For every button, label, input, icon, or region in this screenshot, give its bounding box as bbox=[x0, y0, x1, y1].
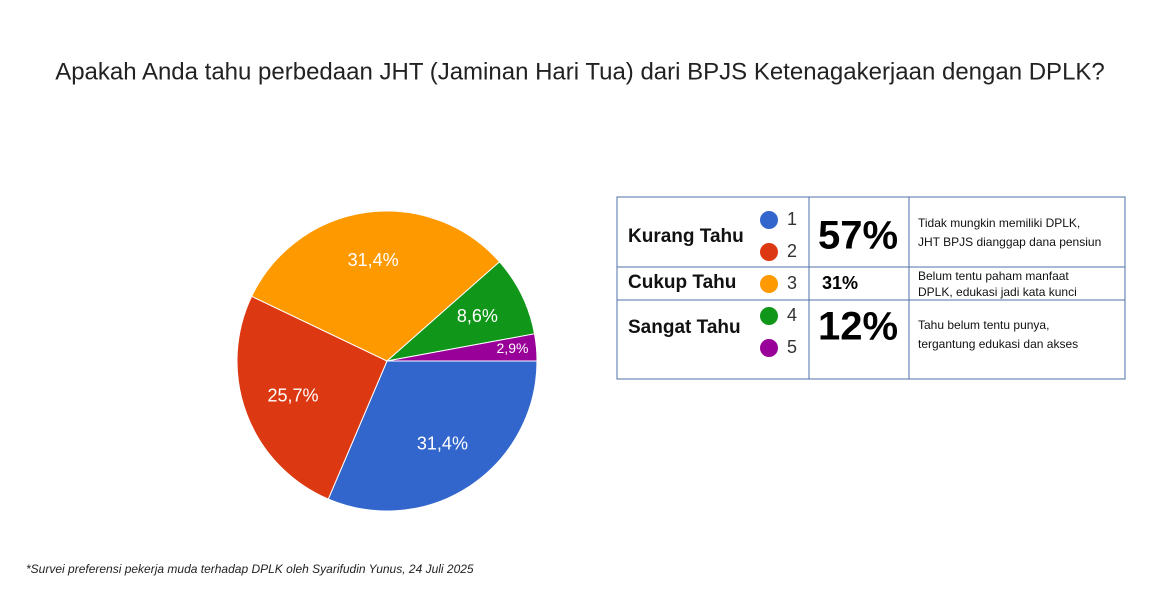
legend-label: 2 bbox=[787, 241, 797, 261]
pie-slice bbox=[327, 360, 538, 512]
row-note: DPLK, edukasi jadi kata kunci bbox=[918, 285, 1077, 299]
legend-marker bbox=[760, 339, 778, 357]
legend-label: 5 bbox=[787, 337, 797, 357]
row-note: JHT BPJS dianggap dana pensiun bbox=[918, 235, 1101, 249]
row-note: Tidak mungkin memiliki DPLK, bbox=[918, 216, 1080, 230]
row-label: Kurang Tahu bbox=[628, 226, 744, 247]
row-percent: 57% bbox=[818, 214, 898, 258]
row-note: tergantung edukasi dan akses bbox=[918, 337, 1078, 351]
slice-label: 8,6% bbox=[457, 306, 498, 326]
footnote: *Survei preferensi pekerja muda terhadap… bbox=[26, 562, 474, 576]
pie-slice bbox=[236, 295, 388, 500]
legend-label: 3 bbox=[787, 273, 797, 293]
table-frame bbox=[616, 196, 1126, 380]
chart-title: Apakah Anda tahu perbedaan JHT (Jaminan … bbox=[55, 58, 1105, 85]
slice-label: 2,9% bbox=[497, 340, 529, 356]
slice-label: 31,4% bbox=[417, 434, 468, 454]
row-percent: 31% bbox=[822, 273, 858, 293]
row-percent: 12% bbox=[818, 305, 898, 349]
legend-marker bbox=[760, 307, 778, 325]
legend-marker bbox=[760, 243, 778, 261]
legend-label: 4 bbox=[787, 305, 797, 325]
slice-label: 25,7% bbox=[267, 385, 318, 405]
pie-slice bbox=[251, 210, 501, 362]
row-note: Belum tentu paham manfaat bbox=[918, 269, 1069, 283]
row-label: Cukup Tahu bbox=[628, 272, 736, 293]
row-note: Tahu belum tentu punya, bbox=[918, 318, 1049, 332]
row-label: Sangat Tahu bbox=[628, 317, 741, 338]
legend-label: 1 bbox=[787, 209, 797, 229]
pie-slice bbox=[386, 333, 538, 362]
legend-marker bbox=[760, 275, 778, 293]
slice-label: 31,4% bbox=[348, 250, 399, 270]
legend-marker bbox=[760, 211, 778, 229]
